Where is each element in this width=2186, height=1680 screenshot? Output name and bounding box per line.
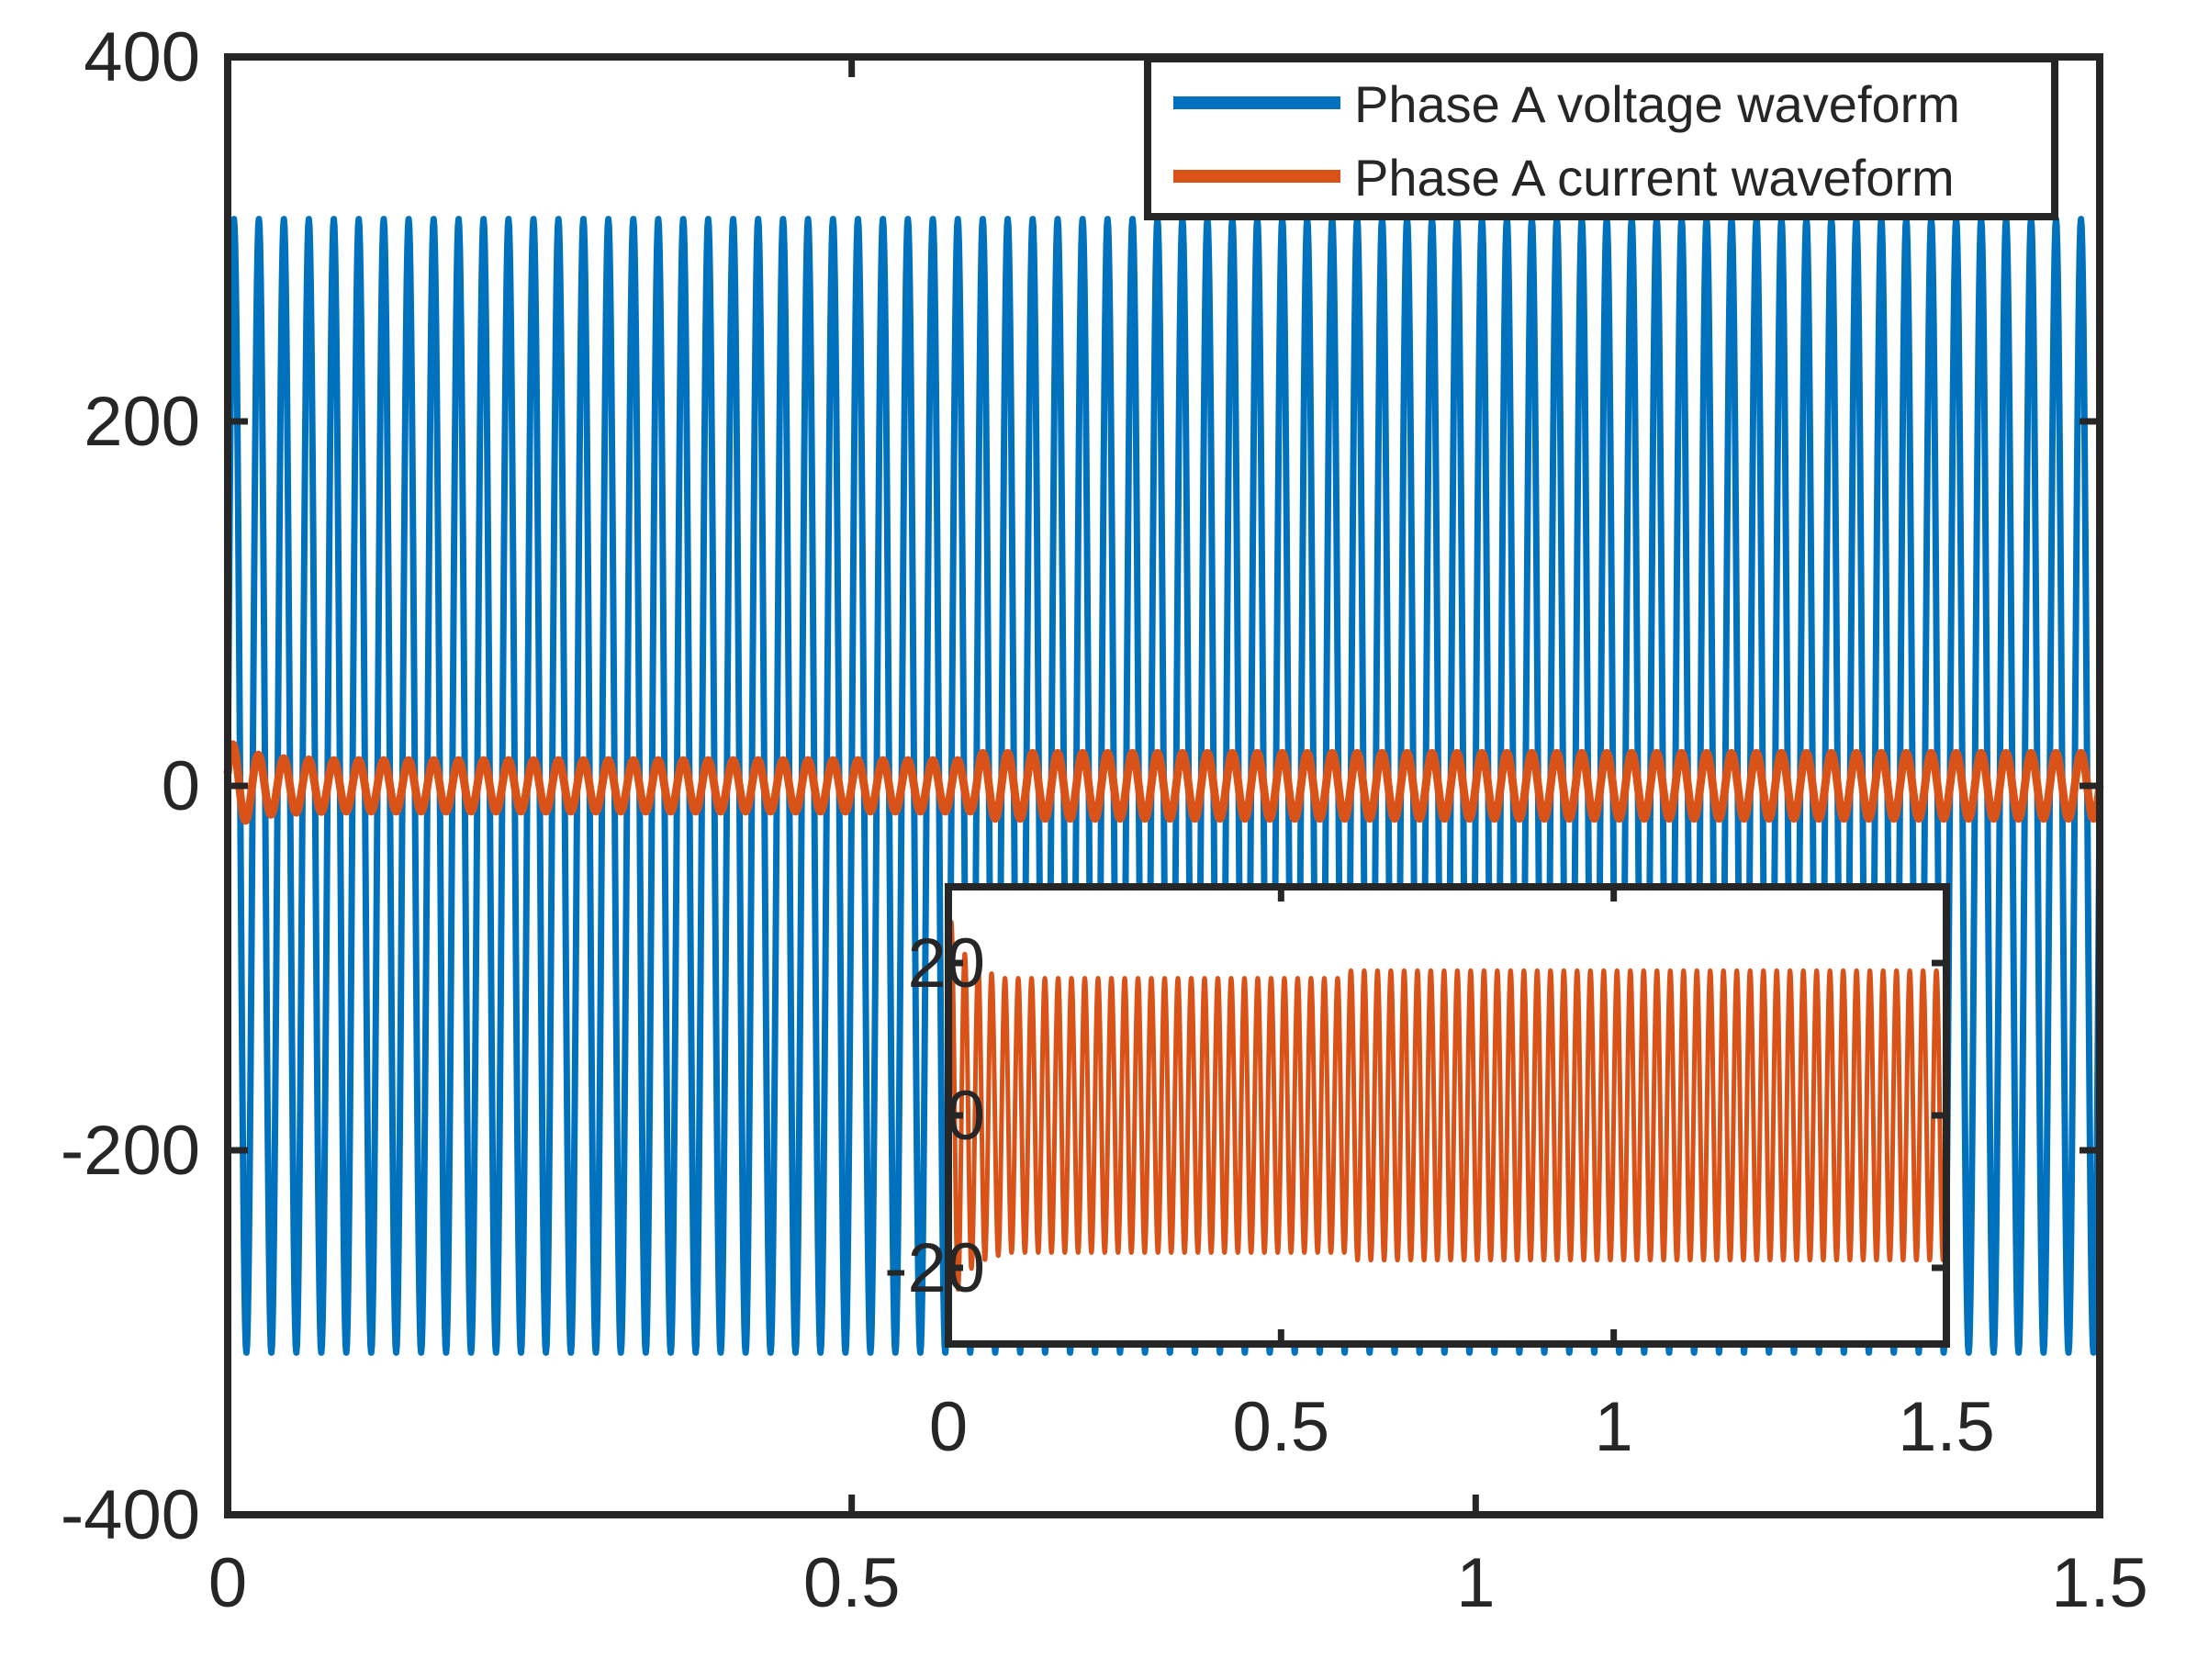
inset-y-tick-labels: -20 0 20 [884, 924, 985, 1307]
y-tick-label: 400 [84, 18, 200, 96]
main-x-tick-labels: 0 0.5 1 1.5 [208, 1544, 2148, 1622]
x-tick-label: 1.5 [2051, 1544, 2148, 1622]
y-tick-label: 0 [947, 1077, 985, 1155]
y-tick-label: -200 [61, 1112, 200, 1190]
inset-plot-area [948, 919, 1946, 1293]
legend-box [1144, 55, 2058, 220]
y-tick-label: 0 [162, 747, 200, 825]
x-tick-label: 0.5 [803, 1544, 901, 1622]
legend: Phase A voltage waveform Phase A current… [1144, 55, 2058, 220]
x-tick-label: 0 [208, 1544, 247, 1622]
x-tick-label: 0 [929, 1388, 968, 1466]
main-y-tick-labels: -400 -200 0 200 400 [61, 18, 200, 1554]
x-tick-label: 1 [1456, 1544, 1495, 1622]
y-tick-label: -20 [884, 1229, 985, 1307]
series-line-current [223, 740, 2104, 825]
x-tick-label: 1 [1595, 1388, 1633, 1466]
inset-x-tick-labels: 0 0.5 1 1.5 [929, 1388, 1995, 1466]
main-plot-area [223, 216, 2104, 1356]
inset-series-line-current [948, 919, 1946, 1293]
y-tick-label: 200 [84, 383, 200, 461]
legend-label-current: Phase A current waveform [1354, 149, 1955, 207]
inset-axes-frame [945, 883, 1950, 1348]
x-tick-label: 0.5 [1233, 1388, 1330, 1466]
inset-axes: 0 0.5 1 1.5 -20 0 20 [884, 883, 1995, 1466]
y-tick-label: 20 [907, 924, 985, 1002]
legend-label-voltage: Phase A voltage waveform [1354, 75, 1960, 133]
x-tick-label: 1.5 [1898, 1388, 1995, 1466]
y-tick-label: -400 [61, 1476, 200, 1554]
